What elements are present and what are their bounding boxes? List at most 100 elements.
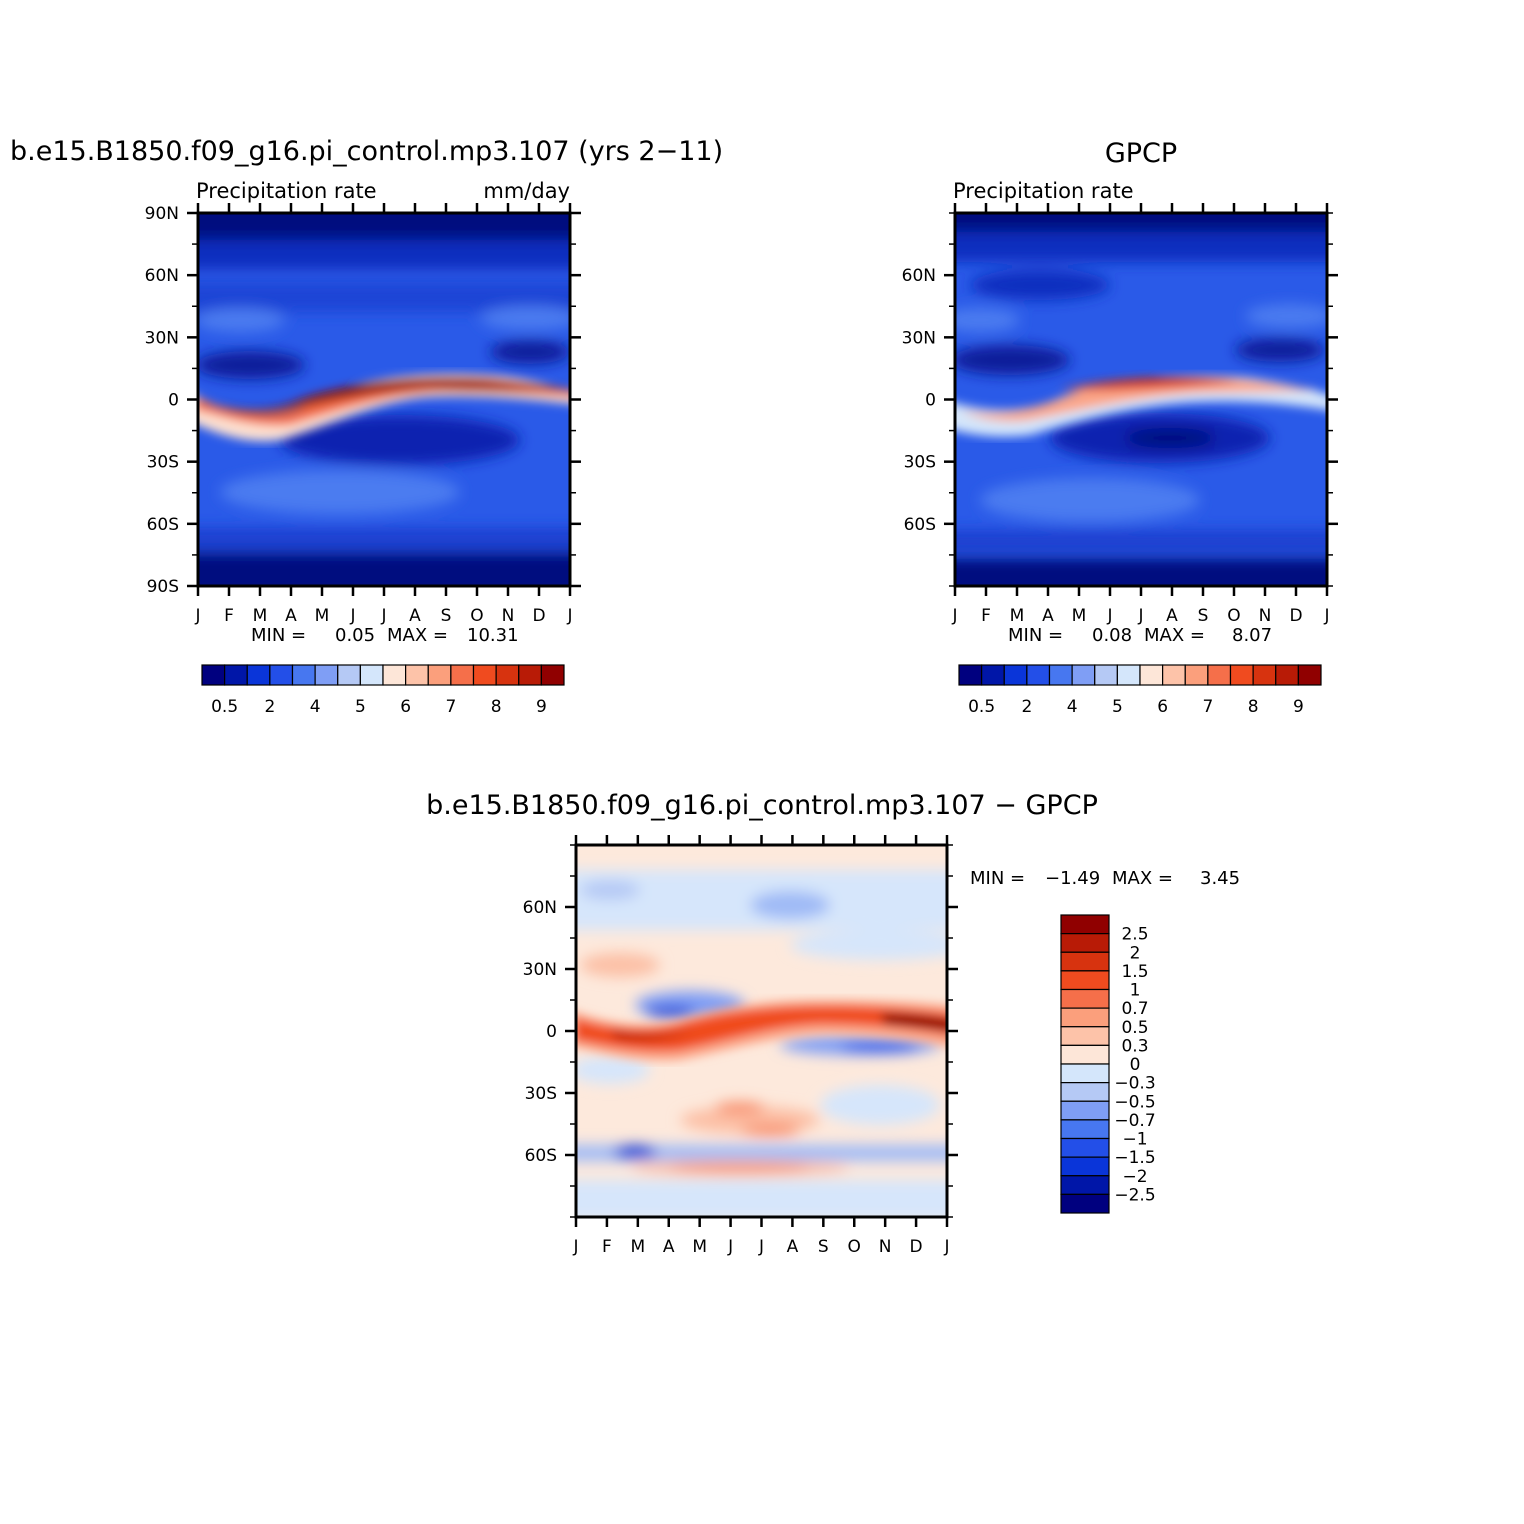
colorbar-label: −2 <box>1122 1167 1147 1187</box>
itcz-diff-core-2 <box>610 1030 695 1040</box>
panel-diff-field <box>576 845 947 1217</box>
colorbar-swatch <box>1297 664 1322 686</box>
colorbar-swatch <box>1060 1137 1110 1158</box>
s-sub-neg <box>576 1056 650 1084</box>
x-tick-label: J <box>943 1237 949 1257</box>
itcz-diff-mid <box>576 1006 947 1051</box>
x-tick-label: M <box>1010 606 1025 626</box>
s-storm-neg-core <box>613 1145 657 1159</box>
panel-diff-max-value: 3.45 <box>1200 868 1240 889</box>
x-tick-label: J <box>1323 606 1329 626</box>
colorbar-label: 0.5 <box>211 697 238 717</box>
s-storm-track <box>220 470 460 514</box>
colorbar-label: −1 <box>1122 1130 1147 1150</box>
panel-model-min-value: 0.05 <box>335 625 375 646</box>
colorbar-swatch <box>337 664 361 686</box>
itcz-band <box>955 375 1327 437</box>
n-storm-track-2 <box>480 306 570 330</box>
colorbar-swatch <box>1060 1063 1110 1084</box>
x-tick-label: J <box>758 1237 764 1257</box>
colorbar-swatch <box>1060 1100 1110 1121</box>
y-tick-label: 30S <box>525 1084 557 1104</box>
x-tick-label: A <box>787 1237 799 1257</box>
colorbar-label: −0.3 <box>1114 1074 1155 1094</box>
colorbar-label: 1 <box>1130 981 1141 1001</box>
colorbar-swatch <box>1060 1193 1110 1214</box>
colorbar-swatch <box>1060 933 1110 953</box>
panel-diff-colorbar: 2.521.510.70.50.30−0.3−0.5−0.7−1−1.5−2−2… <box>1060 914 1156 1214</box>
y-tick-label: 60N <box>145 266 179 286</box>
x-tick-label: A <box>285 606 297 626</box>
x-tick-label: N <box>879 1237 892 1257</box>
x-tick-label: J <box>1106 606 1112 626</box>
panel-diff-min-value: −1.49 <box>1045 868 1100 889</box>
colorbar-label: 6 <box>1157 697 1168 717</box>
colorbar-swatch <box>981 664 1005 686</box>
colorbar-label: 4 <box>310 697 321 717</box>
panel-model-subtitle-left: Precipitation rate <box>196 179 377 203</box>
colorbar-label: 5 <box>1112 697 1123 717</box>
colorbar-swatch <box>201 664 226 686</box>
x-tick-label: F <box>224 606 234 626</box>
y-tick-label: 30S <box>904 453 936 473</box>
y-tick-label: 30N <box>902 328 936 348</box>
colorbar-swatch <box>1026 664 1051 686</box>
colorbar-swatch <box>1060 1119 1110 1140</box>
colorbar-swatch <box>1060 970 1110 991</box>
x-tick-label: J <box>349 606 355 626</box>
colorbar-swatch <box>1116 664 1141 686</box>
y-tick-label: 60S <box>904 515 936 535</box>
itcz-core <box>220 378 570 414</box>
colorbar-swatch <box>1139 664 1164 686</box>
colorbar-swatch <box>1071 664 1096 686</box>
y-tick-label: 0 <box>925 391 936 411</box>
itcz-mid <box>960 376 1320 422</box>
colorbar-swatch <box>1162 664 1186 686</box>
panel-obs-colorbar: 0.5 2 4 5 6 7 8 9 <box>958 664 1322 717</box>
colorbar-label: 8 <box>491 697 502 717</box>
n-midlat-dry <box>970 270 1110 300</box>
panel-obs-subtitle-left: Precipitation rate <box>953 179 1134 203</box>
colorbar-swatch <box>1048 664 1073 686</box>
colorbar-swatch <box>269 664 294 686</box>
y-tick-label: 90S <box>147 577 179 597</box>
x-tick-label: F <box>602 1237 612 1257</box>
colorbar-label: 2 <box>1021 697 1032 717</box>
y-tick-label: 0 <box>168 391 179 411</box>
s-midlat-band <box>198 528 570 550</box>
panel-diff-title: b.e15.B1850.f09_g16.pi_control.mp3.107 −… <box>426 790 1098 821</box>
colorbar-label: 2 <box>1130 943 1141 963</box>
colorbar-label: 9 <box>536 697 547 717</box>
panel-model-colorbar: 0.5 2 4 5 6 7 8 9 <box>201 664 565 717</box>
x-tick-label: J <box>566 606 572 626</box>
panel-model-field <box>198 213 570 586</box>
panel-obs-min-value: 0.08 <box>1092 625 1132 646</box>
panel-obs-min-label: MIN = <box>1008 625 1063 646</box>
colorbar-label: 1.5 <box>1121 962 1148 982</box>
n-storm-track <box>198 308 285 332</box>
n-sub-pos <box>580 953 660 977</box>
colorbar-label: 6 <box>400 697 411 717</box>
colorbar-label: 7 <box>445 697 456 717</box>
colorbar-swatch <box>314 664 339 686</box>
panel-model-max-value: 10.31 <box>467 625 519 646</box>
panel-diff: b.e15.B1850.f09_g16.pi_control.mp3.107 −… <box>426 790 1240 1257</box>
s-midlat-band <box>955 530 1327 552</box>
s-sub-neg-2 <box>820 1085 940 1125</box>
x-tick-label: A <box>1042 606 1054 626</box>
x-tick-label: J <box>1137 606 1143 626</box>
y-tick-label: 30S <box>147 453 179 473</box>
s-eq-neg-core <box>840 1042 920 1052</box>
s-storm-track <box>980 478 1200 522</box>
n-subtropic-dry-2 <box>490 340 570 364</box>
colorbar-label: 9 <box>1293 697 1304 717</box>
x-tick-label: F <box>981 606 991 626</box>
n-storm-track <box>955 308 1020 332</box>
colorbar-label: 0 <box>1130 1055 1141 1075</box>
s-mid-pos-core <box>715 1102 765 1114</box>
colorbar-swatch <box>246 664 271 686</box>
n-midlat-band <box>198 282 570 312</box>
n-subtropic-dry <box>198 351 305 379</box>
